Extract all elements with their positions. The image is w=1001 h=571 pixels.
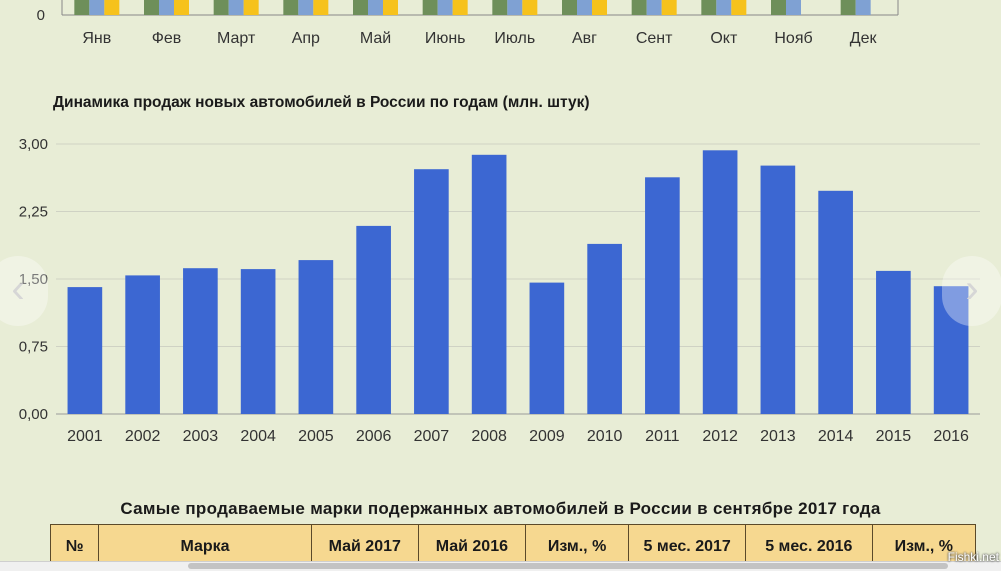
top-chart-bar [144,0,159,15]
top-chart-bar [731,0,747,15]
y-tick-label: 3,00 [19,136,48,153]
watermark: Fishki.net [947,550,999,564]
top-chart-bar [174,0,189,15]
x-tick-label: 2002 [125,428,161,445]
top-chart-bar [422,0,438,15]
top-chart-bar [577,0,592,15]
x-tick-label: 2005 [298,428,334,445]
bar-2009 [529,282,565,414]
top-chart-bar [701,0,717,15]
top-chart-bar [786,0,801,15]
bar-2013 [760,165,796,414]
x-tick-label: 2008 [471,428,507,445]
top-chart-bar [592,0,607,15]
top-chart-bar [89,0,105,15]
top-chart-bar [159,0,174,15]
top-chart-month-label: Июнь [425,30,466,47]
table-title: Самые продаваемые марки подержанных авто… [120,499,881,518]
bar-2007 [414,169,449,414]
x-tick-label: 2011 [645,428,680,445]
x-tick-label: 2004 [240,428,276,445]
horizontal-scrollbar[interactable] [0,561,1001,571]
x-tick-label: 2016 [933,428,969,445]
top-chart-month-label: Март [217,30,256,47]
bar-2005 [298,260,334,414]
bar-2012 [702,150,738,415]
top-chart-bar [716,0,732,15]
bar-2002 [125,275,160,414]
top-chart-bar [74,0,90,15]
x-tick-label: 2003 [183,428,219,445]
top-chart-bar [353,0,368,15]
y-tick-label: 0,00 [19,406,48,423]
top-chart-bar [383,0,398,15]
top-chart-bar [507,0,523,15]
x-tick-label: 2012 [702,428,738,445]
scrollbar-thumb[interactable] [188,563,948,569]
top-chart-month-label: Окт [710,30,738,47]
top-chart-bar [243,0,259,15]
monthly-sales-chart: 0 Янв Фев Март Апр Май Июнь Июль Авг Сент Окт Нояб Д… [37,0,899,47]
top-chart-bar [855,0,871,15]
top-chart-bar [631,0,647,15]
bar-2016 [933,286,969,414]
chart-title: Динамика продаж новых автомобилей в Росс… [53,94,590,111]
bar-2001 [67,287,103,414]
top-chart-bar [771,0,786,15]
top-chart-month-label: Фев [152,30,182,47]
bar-2006 [356,225,391,414]
x-tick-label: 2009 [529,428,565,445]
x-tick-label: 2014 [818,428,854,445]
chevron-right-icon[interactable]: › [942,256,1001,326]
bar-2010 [587,243,622,414]
bar-2015 [876,270,911,414]
x-tick-label: 2007 [414,428,450,445]
top-chart-month-label: Апр [292,30,320,47]
yearly-sales-chart: 0,00 0,75 1,50 2,25 3,00 2001 2002 2003 2004 2005… [19,136,980,445]
top-chart-bar [492,0,508,15]
chevron-left-icon[interactable]: ‹ [0,256,48,326]
top-chart-bar [646,0,662,15]
top-chart-bar [213,0,229,15]
top-chart-month-label: Янв [82,30,111,47]
top-chart-bar [562,0,577,15]
top-chart-month-label: Май [360,30,391,47]
top-chart-bar [228,0,244,15]
top-chart-month-label: Нояб [774,30,812,47]
top-chart-month-label: Июль [494,30,535,47]
top-chart-bar [452,0,468,15]
y-tick-label: 2,25 [19,204,48,221]
x-tick-label: 2013 [760,428,796,445]
x-tick-label: 2010 [587,428,623,445]
top-chart-bar [437,0,453,15]
top-chart-bar [522,0,538,15]
bar-2014 [818,190,853,414]
top-chart-bar [313,0,329,15]
x-tick-label: 2015 [876,428,912,445]
bar-2004 [240,269,276,414]
top-chart-month-label: Сент [636,30,673,47]
bar-2003 [183,268,218,414]
top-chart-bar [298,0,314,15]
top-chart-month-label: Авг [572,30,597,47]
top-chart-bar [368,0,383,15]
top-chart-bar [840,0,856,15]
bar-2011 [645,177,680,414]
y-tick-label: 1,50 [19,271,48,288]
x-tick-label: 2001 [67,428,103,445]
top-chart-bar [104,0,120,15]
x-tick-label: 2006 [356,428,392,445]
y-tick-label: 0,75 [19,339,48,356]
top-chart-month-label: Дек [850,30,878,47]
top-chart-bar [283,0,299,15]
top-chart-y-tick: 0 [37,7,45,24]
bar-2008 [471,154,507,415]
top-chart-bar [661,0,677,15]
